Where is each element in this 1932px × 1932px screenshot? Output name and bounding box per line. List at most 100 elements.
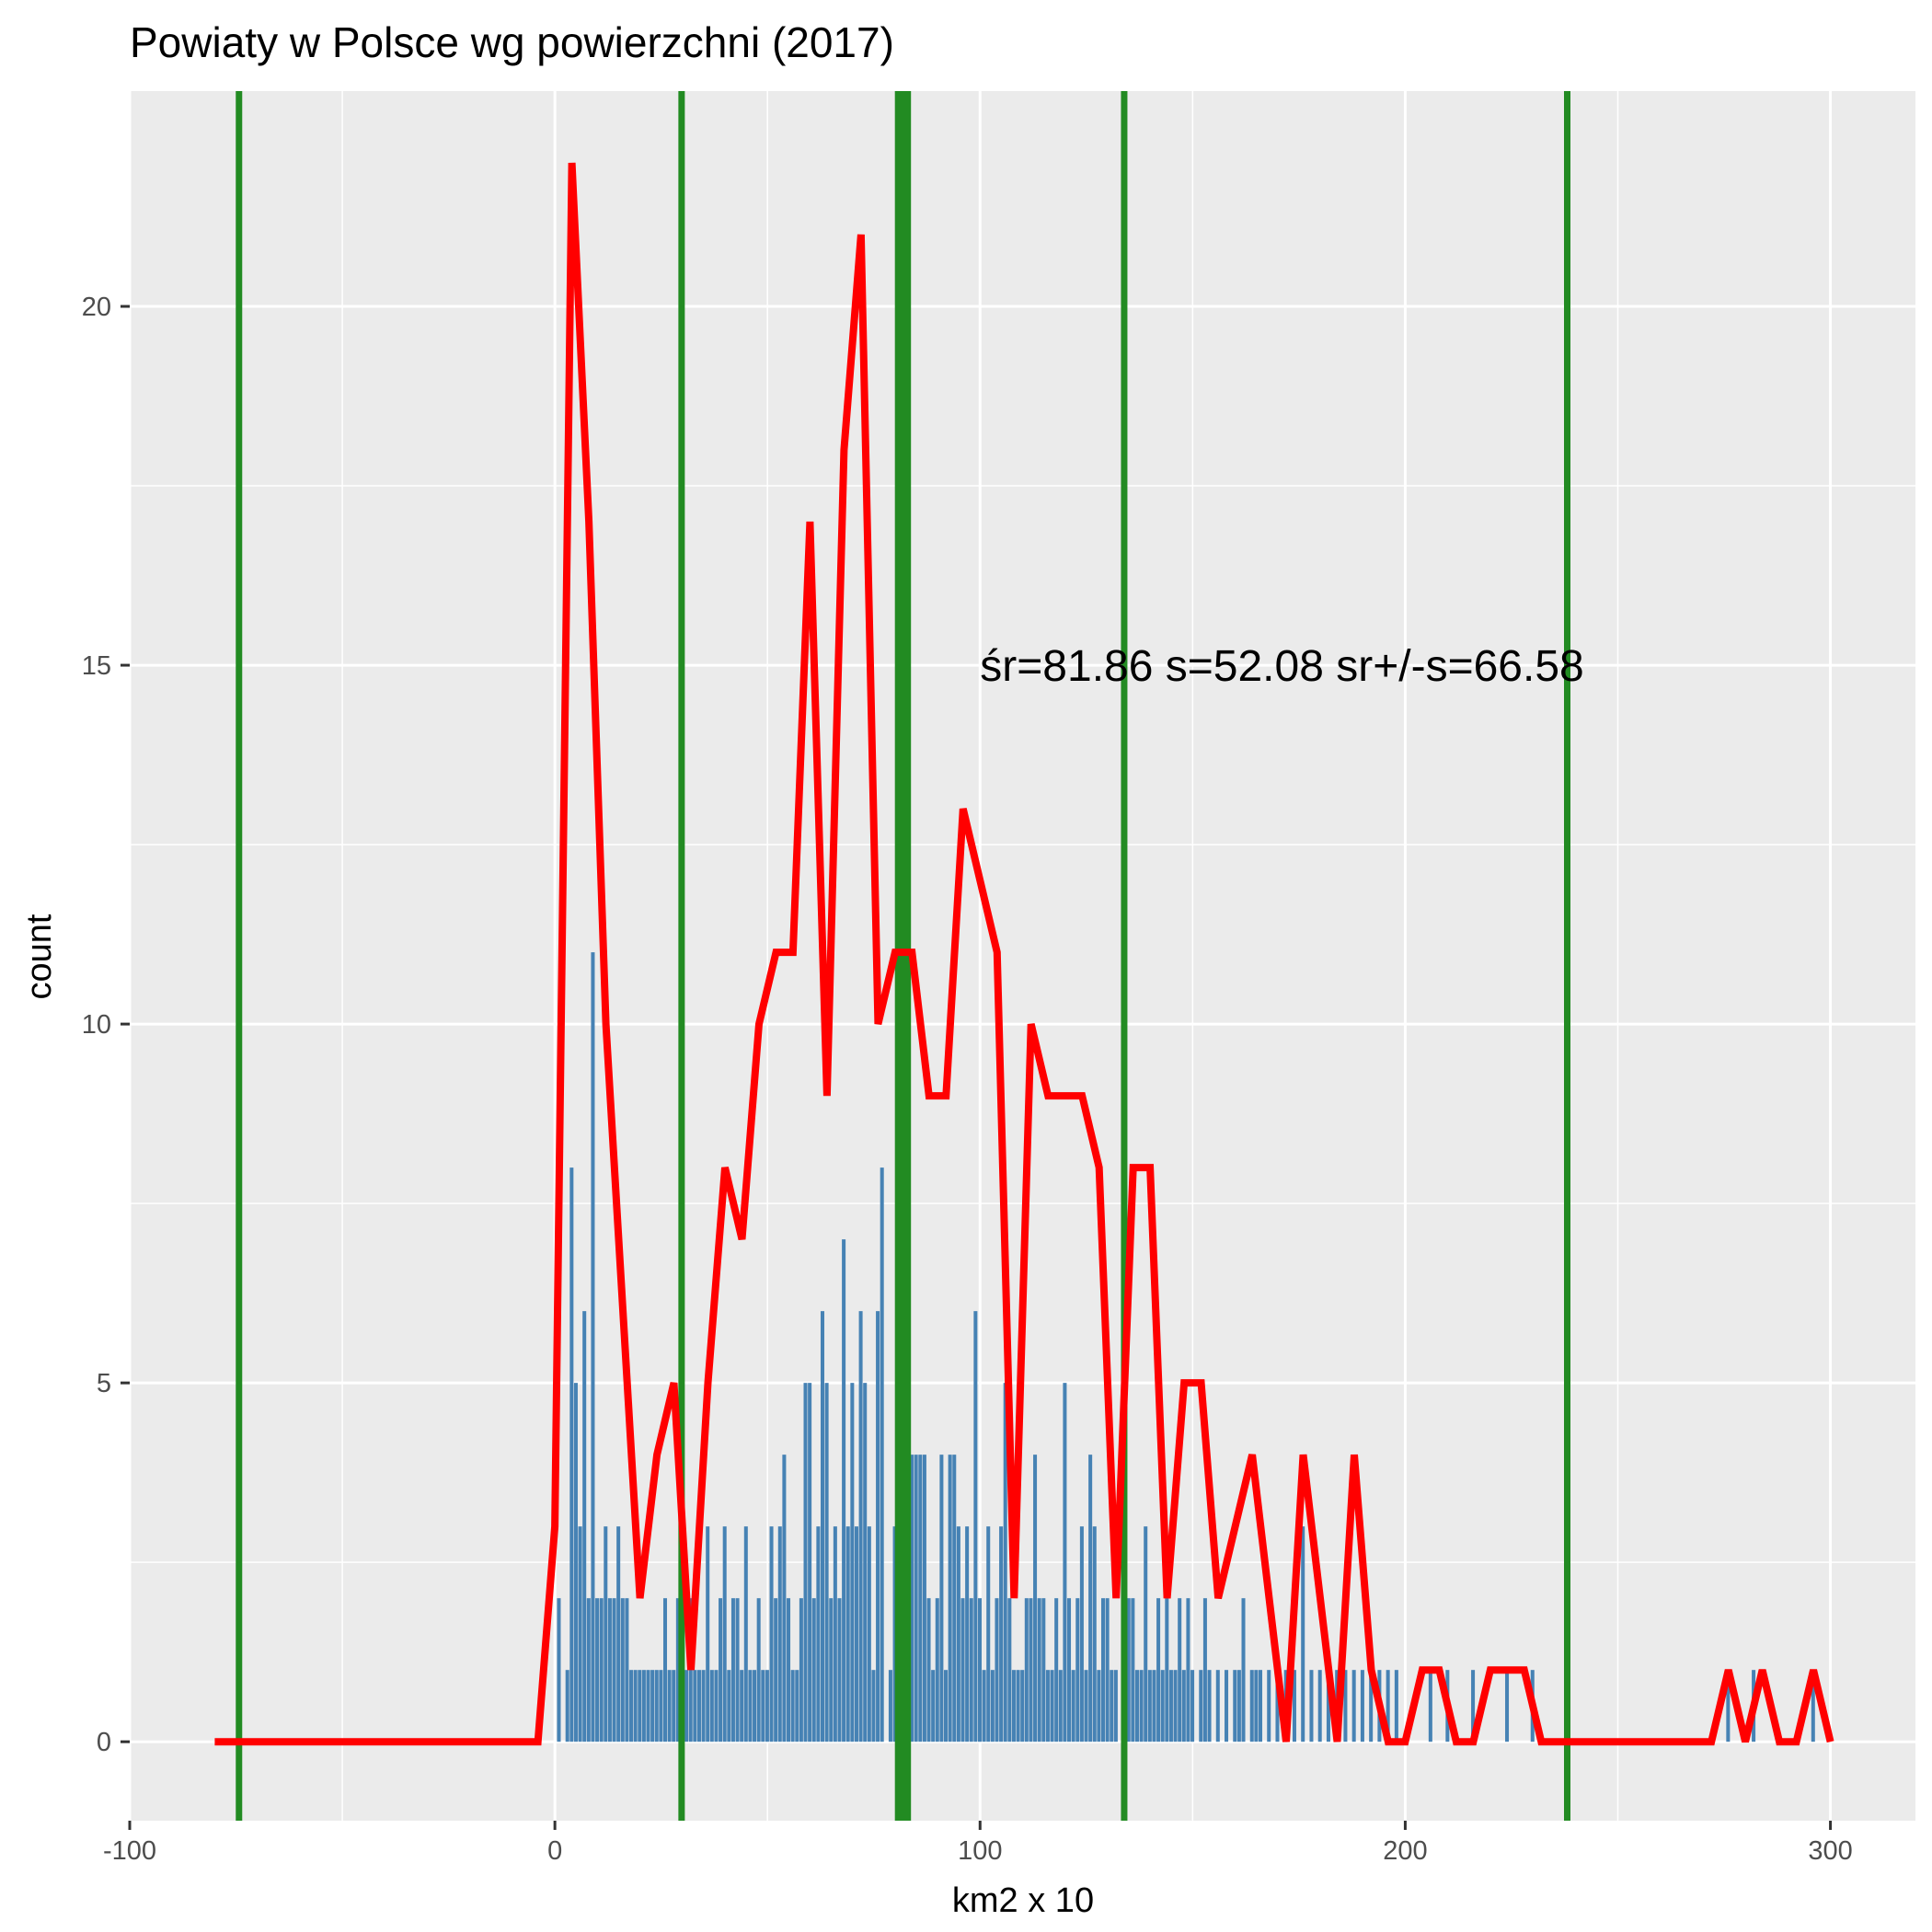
- histogram-bar: [1386, 1670, 1390, 1742]
- histogram-bar: [1003, 1383, 1007, 1742]
- histogram-bar: [1033, 1455, 1038, 1742]
- histogram-bar: [1292, 1670, 1296, 1742]
- histogram-bar: [743, 1526, 748, 1742]
- histogram-bar: [876, 1311, 880, 1742]
- histogram-bar: [582, 1311, 587, 1742]
- frequency-polygon: [214, 162, 1834, 1746]
- histogram-bar: [977, 1598, 982, 1742]
- histogram-bar: [811, 1598, 816, 1742]
- histogram-bar: [871, 1670, 876, 1742]
- histogram-bar: [684, 1670, 689, 1742]
- histogram-bar: [1134, 1670, 1139, 1742]
- histogram-bar: [1199, 1670, 1203, 1742]
- histogram-bar: [1092, 1526, 1097, 1742]
- histogram-bar: [1309, 1670, 1314, 1742]
- histogram-bar: [1326, 1670, 1330, 1742]
- histogram-bar: [973, 1311, 978, 1742]
- histogram-bar: [854, 1526, 858, 1742]
- histogram-bar: [1275, 1670, 1280, 1742]
- histogram-bar: [1301, 1526, 1305, 1742]
- x-axis: -100 0 100 200 300: [103, 1821, 1853, 1866]
- histogram-bar: [765, 1670, 769, 1742]
- histogram-bar: [629, 1670, 634, 1742]
- histogram-bar: [1110, 1670, 1114, 1742]
- histogram-bar: [1215, 1670, 1220, 1742]
- histogram-bar: [774, 1598, 778, 1742]
- y-tick-label: 15: [82, 651, 111, 681]
- histogram-bar: [1016, 1670, 1020, 1742]
- histogram-bar: [944, 1670, 949, 1742]
- histogram-bar: [1225, 1670, 1229, 1742]
- histogram-bar: [616, 1526, 621, 1742]
- histogram-bar: [816, 1526, 821, 1742]
- y-axis-title: count: [20, 914, 59, 999]
- stats-annotation: śr=81.86 s=52.08 sr+/-s=66.58: [980, 642, 1583, 691]
- histogram-bar: [990, 1670, 995, 1742]
- histogram-bar: [756, 1598, 761, 1742]
- histogram-bar: [753, 1670, 757, 1742]
- histogram-bar: [1084, 1670, 1088, 1742]
- histogram-bar: [1181, 1670, 1186, 1742]
- histogram-bar: [833, 1526, 837, 1742]
- histogram-bar: [722, 1526, 727, 1742]
- histogram-bar: [918, 1455, 923, 1742]
- histogram-bar: [1471, 1670, 1476, 1742]
- y-tick-label: 5: [97, 1369, 111, 1398]
- histogram-bar: [1079, 1526, 1084, 1742]
- histogram-bar: [999, 1526, 1004, 1742]
- histogram-bar: [586, 1598, 591, 1742]
- histogram-bar: [829, 1598, 834, 1742]
- histogram-bar: [719, 1598, 723, 1742]
- histogram-bar: [638, 1670, 642, 1742]
- histogram-bar: [787, 1598, 791, 1742]
- histogram-bar: [1202, 1598, 1207, 1742]
- histogram-bar: [931, 1670, 936, 1742]
- histogram-bar: [824, 1383, 829, 1742]
- y-tick-label: 0: [97, 1728, 111, 1757]
- histogram-bar: [914, 1455, 918, 1742]
- histogram-bar: [1088, 1455, 1093, 1742]
- histogram-bar: [662, 1598, 668, 1742]
- histogram-bar: [1186, 1598, 1190, 1742]
- histogram-bar: [607, 1598, 612, 1742]
- histogram-bar: [790, 1670, 795, 1742]
- histogram-bar: [965, 1526, 970, 1742]
- histogram-bar: [1152, 1670, 1156, 1742]
- histogram-bar: [591, 952, 595, 1742]
- histogram-bar: [693, 1670, 697, 1742]
- histogram-bar: [888, 1670, 892, 1742]
- histogram-bar: [1165, 1598, 1169, 1742]
- histogram-bar: [706, 1526, 710, 1742]
- histogram-bars: [557, 952, 1815, 1742]
- histogram-bar: [1037, 1598, 1041, 1742]
- histogram-bar: [1024, 1598, 1029, 1742]
- histogram-bar: [604, 1526, 608, 1742]
- histogram-bar: [1160, 1670, 1165, 1742]
- histogram-bar: [799, 1598, 803, 1742]
- histogram-bar: [1144, 1526, 1148, 1742]
- histogram-bar: [641, 1670, 646, 1742]
- histogram-bar: [1811, 1670, 1815, 1742]
- histogram-bar: [1045, 1670, 1050, 1742]
- histogram-bar: [969, 1598, 973, 1742]
- histogram-bar: [1050, 1670, 1054, 1742]
- histogram-bar: [1020, 1670, 1025, 1742]
- histogram-bar: [1505, 1670, 1510, 1742]
- histogram-bar: [850, 1383, 855, 1742]
- histogram-bar: [1249, 1670, 1254, 1742]
- histogram-bar: [1369, 1670, 1374, 1742]
- histogram-bar: [1041, 1598, 1046, 1742]
- histogram-bar: [1131, 1598, 1135, 1742]
- histogram-bar: [769, 1526, 774, 1742]
- histogram-bar: [1011, 1670, 1016, 1742]
- histogram-bar: [1113, 1670, 1118, 1742]
- histogram-bar: [573, 1383, 578, 1742]
- histogram-bar: [782, 1455, 787, 1742]
- histogram-bar: [1063, 1383, 1067, 1742]
- histogram-bar: [910, 1455, 914, 1742]
- x-tick-label: 300: [1808, 1836, 1852, 1866]
- histogram-bar: [986, 1526, 991, 1742]
- histogram-bar: [948, 1455, 952, 1742]
- histogram-bar: [1100, 1598, 1106, 1742]
- histogram-bar: [1007, 1598, 1012, 1742]
